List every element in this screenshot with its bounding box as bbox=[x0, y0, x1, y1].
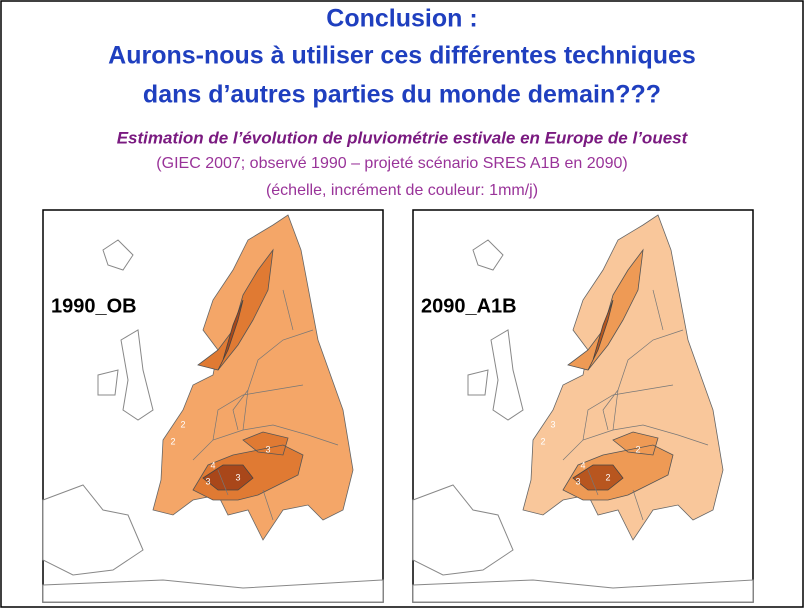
contour-label: 2 bbox=[605, 472, 610, 482]
country-borders bbox=[192, 289, 339, 521]
subtitle-line: (échelle, incrément de couleur: 1mm/j) bbox=[266, 182, 538, 199]
title: Conclusion : Aurons-nous à utiliser ces … bbox=[108, 5, 696, 109]
rain-zone-mid bbox=[192, 248, 304, 501]
contour-label: 3 bbox=[575, 476, 580, 486]
contour-label: 4 bbox=[210, 460, 215, 470]
title-line: Aurons-nous à utiliser ces différentes t… bbox=[108, 42, 696, 70]
subtitle-line: (GIEC 2007; observé 1990 – projeté scéna… bbox=[156, 155, 627, 172]
rain-zone-dark bbox=[202, 299, 254, 491]
rain-zone-light bbox=[152, 214, 354, 541]
contour-label: 2 bbox=[170, 436, 175, 446]
title-line: dans d’autres parties du monde demain??? bbox=[143, 81, 661, 109]
map-label: 2090_A1B bbox=[421, 295, 517, 317]
rain-zone-mid bbox=[562, 248, 674, 501]
contour-label: 3 bbox=[205, 476, 210, 486]
contour-label: 4 bbox=[580, 460, 585, 470]
contour-label: 2 bbox=[540, 436, 545, 446]
rain-zone-light bbox=[522, 214, 724, 541]
contour-label: 2 bbox=[635, 444, 640, 454]
map-label: 1990_OB bbox=[51, 295, 137, 317]
contour-label: 2 bbox=[180, 419, 185, 429]
contour-label: 3 bbox=[550, 419, 555, 429]
rain-zone-dark bbox=[572, 299, 624, 491]
title-line: Conclusion : bbox=[326, 5, 477, 33]
country-borders bbox=[562, 289, 709, 521]
land bbox=[42, 239, 384, 603]
contour-label: 3 bbox=[235, 472, 240, 482]
land bbox=[412, 239, 754, 603]
contour-label: 3 bbox=[265, 444, 270, 454]
subtitle-heading: Estimation de l’évolution de pluviométri… bbox=[117, 128, 689, 147]
